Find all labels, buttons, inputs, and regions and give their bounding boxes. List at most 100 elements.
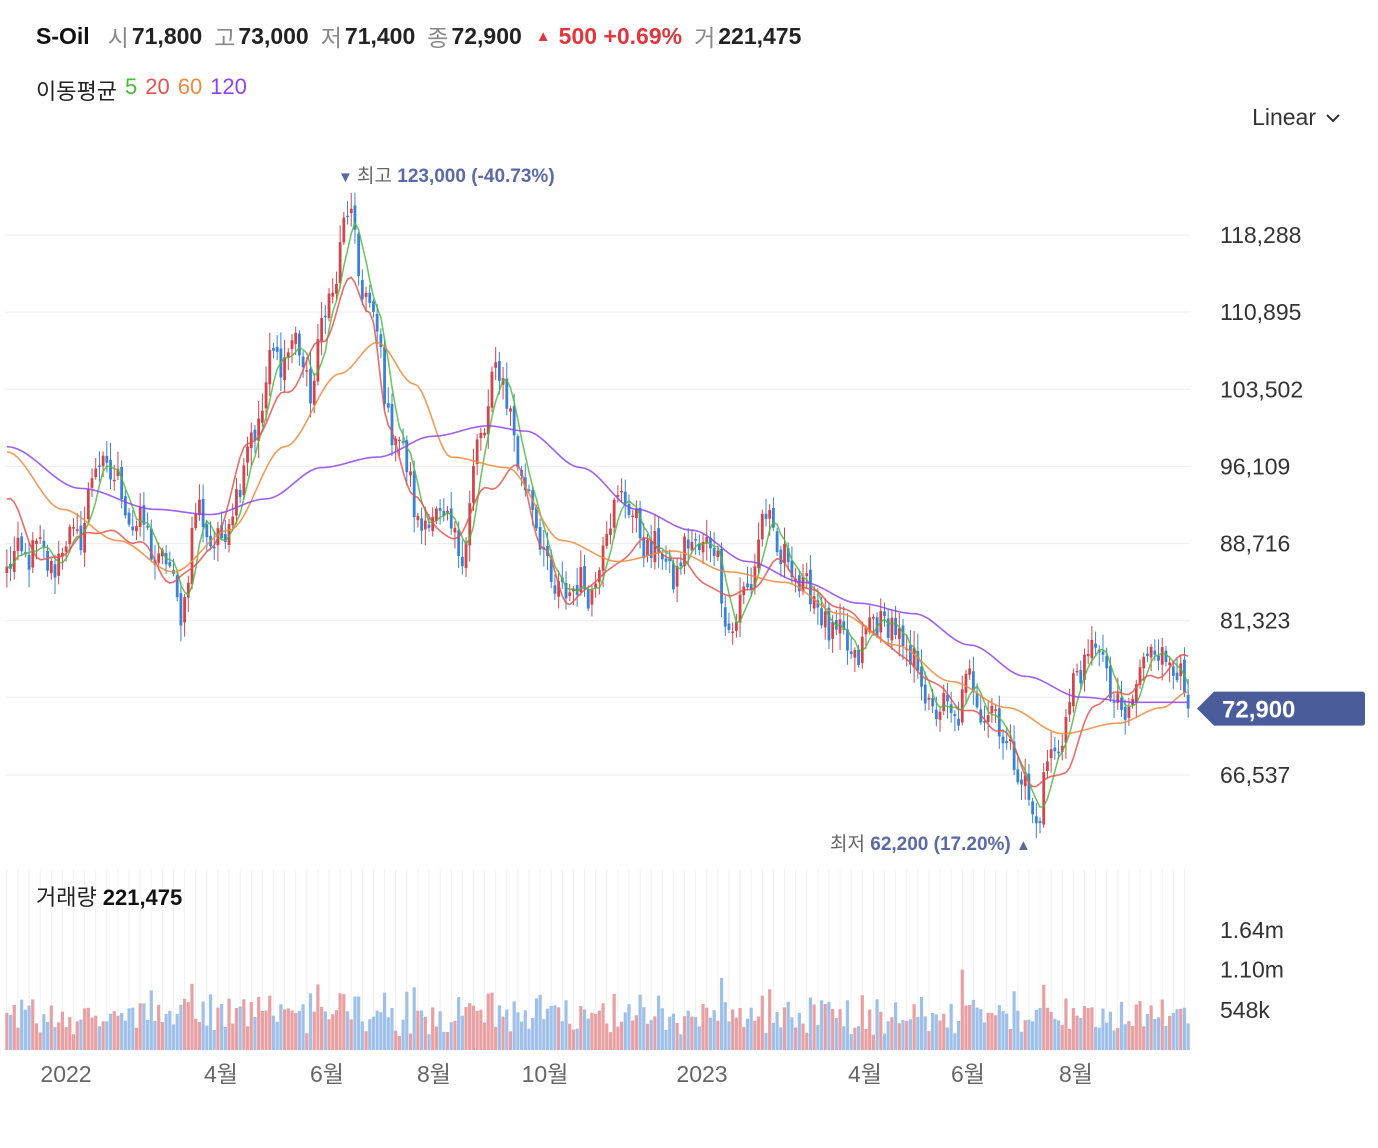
candle-body xyxy=(227,524,231,545)
volume-bar xyxy=(1049,1011,1053,1050)
volume-bar xyxy=(57,1022,61,1050)
candle-body xyxy=(590,589,594,605)
volume-bar xyxy=(627,1004,631,1050)
candle-body xyxy=(327,293,331,319)
volume-bar xyxy=(938,1020,942,1050)
volume-bar xyxy=(708,1017,713,1050)
candle-body xyxy=(1149,646,1153,658)
candle-body xyxy=(457,530,461,557)
ma-label: 이동평균 xyxy=(36,79,117,104)
volume-bar xyxy=(594,1013,598,1050)
volume-bar xyxy=(912,1004,916,1050)
candle-body xyxy=(994,709,997,711)
candle-body xyxy=(1168,662,1172,666)
candle-body xyxy=(75,529,79,531)
volume-bar xyxy=(416,1010,420,1050)
candle-body xyxy=(631,515,635,518)
ma-5[interactable]: 5 xyxy=(124,74,138,99)
volume-bar xyxy=(227,998,231,1050)
candle-body xyxy=(401,441,405,443)
candle-body xyxy=(983,720,986,723)
volume-bar xyxy=(1168,1015,1172,1050)
scale-selector[interactable]: Linear xyxy=(1252,104,1342,131)
volume-bar xyxy=(123,1020,127,1050)
volume-bar xyxy=(531,1018,535,1050)
volume-bar xyxy=(331,1014,335,1050)
ma-120[interactable]: 120 xyxy=(210,74,247,99)
volume-bar xyxy=(1056,1020,1061,1050)
volume-bar xyxy=(245,1026,250,1050)
candle-body xyxy=(505,378,509,409)
volume-tick-label: 548k xyxy=(1220,997,1270,1023)
volume-bar xyxy=(694,1017,698,1050)
volume-bar xyxy=(97,1026,102,1050)
candle-body xyxy=(553,585,557,594)
candle-body xyxy=(734,621,738,631)
volume-bar xyxy=(542,1019,546,1050)
volume-bar xyxy=(108,1013,113,1050)
volume-bar xyxy=(1112,1030,1116,1050)
candle-body xyxy=(512,406,516,436)
candle-body xyxy=(938,711,942,720)
candle-body xyxy=(809,569,812,605)
volume-bar xyxy=(712,1010,716,1050)
candle-body xyxy=(634,508,638,519)
volume-bar xyxy=(586,1018,590,1050)
candle-body xyxy=(438,507,442,511)
volume-bar xyxy=(1108,1011,1112,1050)
volume-bar xyxy=(671,1013,676,1050)
candle-body xyxy=(864,628,868,635)
volume-bar xyxy=(1131,1026,1135,1050)
volume-bar xyxy=(982,1022,987,1050)
candle-body xyxy=(586,589,590,609)
volume-bar xyxy=(234,1008,239,1050)
volume-bar xyxy=(1119,1001,1124,1050)
volume-bar xyxy=(453,1020,457,1050)
volume-bar xyxy=(975,1007,979,1050)
volume-bar xyxy=(290,1010,294,1050)
candle-body xyxy=(1038,820,1042,824)
candle-body xyxy=(960,689,964,723)
volume-bar xyxy=(856,1026,861,1050)
volume-bar xyxy=(534,998,538,1050)
volume-bar xyxy=(638,994,642,1050)
ma-20[interactable]: 20 xyxy=(145,74,170,99)
volume-bar xyxy=(860,995,864,1050)
candle-body xyxy=(779,549,783,565)
candle-body xyxy=(771,507,775,528)
candle-body xyxy=(690,542,694,551)
candle-body xyxy=(31,540,35,568)
candle-body xyxy=(427,524,431,528)
candle-body xyxy=(990,705,994,714)
candle-body xyxy=(1157,655,1160,661)
volume-bar xyxy=(434,1026,439,1050)
volume-bar xyxy=(312,1011,316,1050)
volume-bar xyxy=(719,977,724,1050)
volume-bar xyxy=(397,1036,401,1050)
candle-body xyxy=(549,559,553,582)
candle-body xyxy=(494,362,498,368)
candle-body xyxy=(1094,643,1097,648)
high-value: 73,000 xyxy=(238,22,309,49)
candle-body xyxy=(1016,769,1020,783)
ma-60[interactable]: 60 xyxy=(177,74,203,99)
volume-bar xyxy=(927,1031,931,1050)
moving-average-legend[interactable]: 이동평균 5 20 60 120 xyxy=(36,74,247,106)
candle-body xyxy=(664,558,668,562)
volume-bar xyxy=(275,1021,279,1050)
volume-bar xyxy=(1027,1019,1031,1050)
candle-body xyxy=(286,352,290,358)
min-annotation: 최저 62,200 (17.20%) ▲ xyxy=(830,833,1031,855)
candle-body xyxy=(138,506,142,528)
volume-bar xyxy=(623,1012,627,1050)
candle-body xyxy=(597,570,601,583)
candle-body xyxy=(157,553,161,563)
volume-bar xyxy=(945,1027,950,1050)
volume-bar xyxy=(149,990,153,1050)
candle-body xyxy=(1164,650,1168,663)
close-label: 종 xyxy=(427,25,449,51)
x-tick-label: 8월 xyxy=(1059,1061,1093,1087)
volume-bar xyxy=(249,1002,253,1050)
volume-bar xyxy=(701,1004,705,1050)
